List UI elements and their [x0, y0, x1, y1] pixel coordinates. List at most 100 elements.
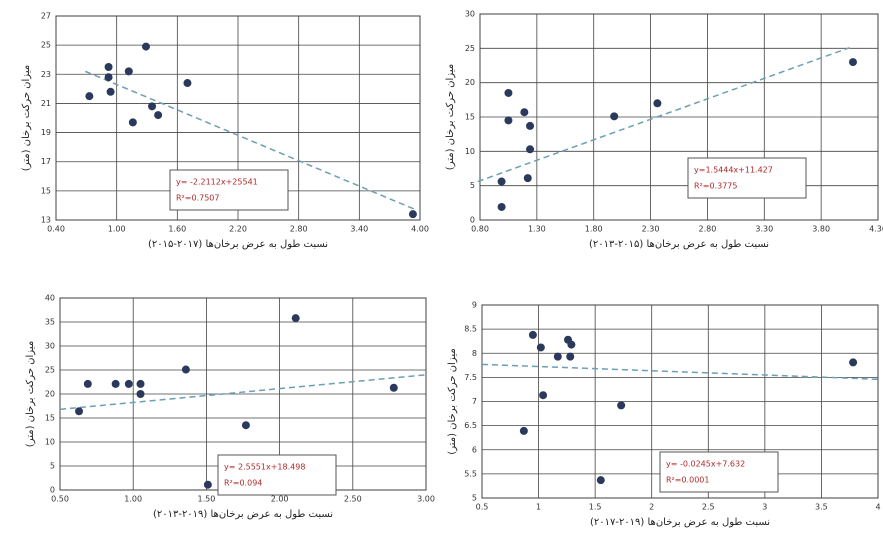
- y-tick-label: 27: [41, 12, 51, 21]
- x-tick-label: 2.5: [702, 503, 715, 512]
- point: [504, 116, 513, 125]
- point: [104, 63, 113, 71]
- point: [85, 92, 94, 101]
- point: [610, 112, 619, 121]
- y-tick-label: 17: [41, 157, 51, 166]
- point: [154, 111, 163, 120]
- y-tick-label: 13: [41, 216, 51, 225]
- r-squared: R²=0.0001: [666, 476, 709, 485]
- point: [523, 174, 532, 183]
- point: [497, 202, 506, 211]
- point: [596, 476, 605, 485]
- x-axis-label: نسبت طول به عرض برخان‌ها (۲۰۱۹-۲۰۱۳): [153, 509, 333, 520]
- x-tick-label: 3: [762, 503, 767, 512]
- equation: y= -0.0245x+7.632: [666, 460, 745, 469]
- equation-box: [659, 451, 779, 493]
- x-tick-label: 4.30: [869, 225, 883, 234]
- point: [567, 340, 576, 349]
- trend-line: [481, 363, 879, 381]
- x-tick-label: 1.5: [589, 503, 602, 512]
- y-tick-label: 5.5: [464, 469, 477, 478]
- x-tick-label: 3.40: [350, 225, 368, 234]
- y-axis-label: میزان حرکت برخان (متر): [25, 341, 36, 447]
- point: [408, 210, 417, 219]
- point: [848, 58, 857, 67]
- x-tick-label: 2.50: [344, 495, 362, 504]
- y-tick-label: 0: [470, 216, 475, 225]
- point: [128, 118, 137, 127]
- x-tick-label: 0.50: [51, 495, 69, 504]
- y-axis-label: میزان حرکت برخان (متر): [21, 65, 32, 171]
- equation-box: [217, 454, 337, 496]
- point: [141, 42, 150, 51]
- x-tick-label: 3.5: [815, 503, 828, 512]
- point: [75, 407, 84, 416]
- y-tick-label: 6: [472, 445, 477, 454]
- r-squared: R²=0.3775: [694, 182, 737, 191]
- x-tick-label: 3.00: [417, 495, 435, 504]
- y-tick-label: 0: [50, 486, 55, 495]
- y-tick-label: 6.5: [464, 421, 477, 430]
- x-tick-label: 2.80: [699, 225, 717, 234]
- x-tick-label: 1.30: [528, 225, 546, 234]
- x-tick-label: 2.00: [271, 495, 289, 504]
- point: [83, 379, 92, 388]
- point: [519, 426, 528, 435]
- y-tick-label: 10: [45, 438, 55, 447]
- point: [653, 99, 662, 108]
- x-tick-label: 0.5: [476, 503, 489, 512]
- point: [617, 401, 626, 410]
- x-tick-label: 1.00: [108, 225, 126, 234]
- point: [148, 102, 157, 111]
- y-tick-label: 8.5: [464, 325, 477, 334]
- equation: y= -2.2112x+25541: [176, 178, 258, 187]
- y-tick-label: 23: [41, 70, 51, 79]
- point: [104, 73, 113, 82]
- y-tick-label: 10: [465, 147, 475, 156]
- x-tick-label: 2.20: [229, 225, 247, 234]
- point: [849, 358, 858, 367]
- point: [526, 121, 535, 130]
- point: [183, 79, 192, 88]
- y-tick-label: 30: [465, 10, 475, 19]
- point: [536, 343, 545, 352]
- y-tick-label: 8: [472, 349, 477, 358]
- x-tick-label: 1: [536, 503, 541, 512]
- x-tick-label: 3.30: [755, 225, 773, 234]
- r-squared: R²=0.7507: [176, 194, 219, 203]
- point: [526, 145, 535, 154]
- y-tick-label: 15: [45, 414, 55, 423]
- point: [136, 390, 145, 398]
- panel: 0.40 1.00 1.60 2.20 2.80 3.40 4.00 13 15 17 19 21 23…: [21, 12, 429, 251]
- x-tick-label: 2.80: [290, 225, 308, 234]
- panel: 0.80 1.30 1.80 2.30 2.80 3.30 3.80 4.30 0 5 10 15 20…: [445, 10, 883, 251]
- y-tick-label: 15: [41, 186, 51, 195]
- point: [124, 379, 133, 388]
- y-tick-label: 15: [465, 113, 475, 122]
- point: [106, 87, 115, 96]
- point: [553, 352, 562, 361]
- x-axis-label: نسبت طول به عرض برخان‌ها (۲۰۱۹-۲۰۱۷): [590, 517, 770, 528]
- x-tick-label: 0.40: [47, 225, 65, 234]
- x-tick-label: 1.50: [197, 495, 215, 504]
- point: [539, 391, 548, 400]
- equation: y= 2.5551x+18.498: [224, 463, 305, 472]
- r-squared: R²=0.094: [224, 479, 262, 488]
- point: [111, 379, 120, 388]
- y-axis-label: میزان حرکت برخان (متر): [447, 348, 458, 454]
- trend-line: [477, 46, 850, 183]
- point: [520, 108, 529, 117]
- y-tick-label: 21: [41, 99, 51, 108]
- equation-box: [169, 169, 289, 211]
- point: [124, 67, 133, 76]
- y-axis-label: میزان حرکت برخان (متر): [445, 64, 456, 170]
- x-tick-label: 4: [875, 503, 880, 512]
- y-tick-label: 40: [45, 294, 55, 303]
- x-tick-label: 4.00: [411, 225, 429, 234]
- x-tick-label: 0.80: [471, 225, 489, 234]
- equation: y=1.5444x+11.427: [694, 166, 773, 175]
- y-tick-label: 9: [472, 301, 477, 310]
- point: [136, 379, 145, 388]
- y-tick-label: 25: [465, 44, 475, 53]
